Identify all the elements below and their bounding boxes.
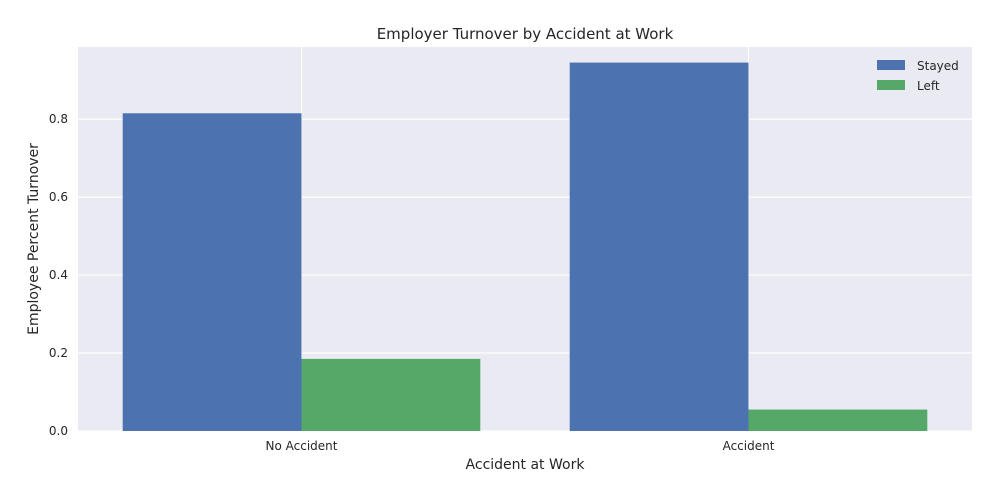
y-axis-label: Employee Percent Turnover	[26, 143, 42, 335]
y-tick-label: 0.4	[49, 268, 68, 282]
y-tick-label: 0.6	[49, 190, 68, 204]
bar-left-no-accident	[301, 358, 481, 431]
y-tick-label: 0.0	[49, 424, 68, 438]
bars-group	[122, 62, 928, 432]
y-tick-label: 0.2	[49, 346, 68, 360]
bar-stayed-accident	[569, 62, 749, 432]
x-tick-label: Accident	[723, 439, 775, 453]
bar-stayed-no-accident	[122, 113, 302, 431]
bar-left-accident	[748, 409, 928, 431]
x-axis-ticks: No Accident Accident	[266, 439, 775, 453]
chart-title: Employer Turnover by Accident at Work	[377, 25, 674, 43]
legend-label-left: Left	[917, 79, 940, 93]
y-tick-label: 0.8	[49, 112, 68, 126]
x-tick-label: No Accident	[266, 439, 338, 453]
legend-swatch-stayed	[877, 60, 905, 70]
y-axis-ticks: 0.0 0.2 0.4 0.6 0.8	[49, 112, 68, 438]
legend: Stayed Left	[877, 59, 959, 93]
legend-swatch-left	[877, 80, 905, 90]
legend-label-stayed: Stayed	[917, 59, 959, 73]
x-axis-label: Accident at Work	[466, 457, 586, 473]
